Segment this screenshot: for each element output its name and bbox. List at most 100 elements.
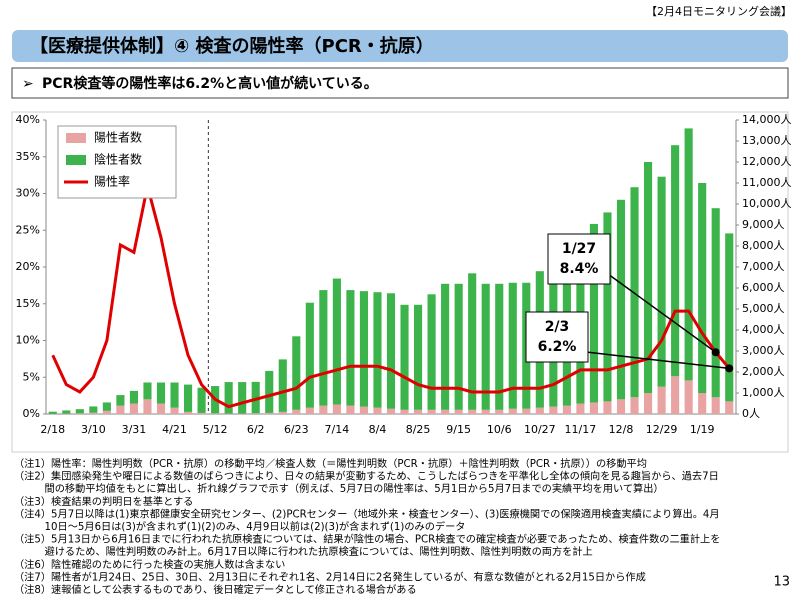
bar-negative <box>306 303 314 408</box>
bar-positive <box>644 393 652 414</box>
y-tick-label: 25% <box>16 223 40 236</box>
bar-negative <box>76 409 84 413</box>
bar-positive <box>536 408 544 414</box>
y2-tick-label: 5,000人 <box>742 302 785 315</box>
note-line: （注5）5月13日から6月16日までに行われた抗原検査については、結果が陰性の場… <box>14 533 720 546</box>
bar-negative <box>360 291 368 407</box>
y2-tick-label: 9,000人 <box>742 218 785 231</box>
bar-negative <box>198 388 206 413</box>
callout-dot <box>725 364 733 372</box>
bar-positive <box>455 410 463 414</box>
note-line: （注1）陽性率：陽性判明数（PCR・抗原）の移動平均／検査人数（＝陽性判明数（P… <box>14 457 647 470</box>
x-tick-label: 12/8 <box>609 423 634 436</box>
y-tick-label: 20% <box>16 260 40 273</box>
note-line: （注7）陽性者が1月24日、25日、30日、2月13日にそれぞれ1名、2月14日… <box>14 570 646 583</box>
bar-positive <box>725 401 733 414</box>
bar-positive <box>576 404 584 415</box>
bar-negative <box>143 383 151 400</box>
bar-negative <box>333 279 341 405</box>
y2-tick-label: 0人 <box>742 407 760 420</box>
y-tick-label: 30% <box>16 187 40 200</box>
bar-negative <box>103 402 111 410</box>
bar-positive <box>198 413 206 414</box>
callout-value: 6.2% <box>538 339 577 355</box>
bar-positive <box>279 412 287 414</box>
bar-positive <box>495 410 503 414</box>
callout-date: 1/27 <box>562 241 596 257</box>
x-tick-label: 9/15 <box>446 423 471 436</box>
bar-positive <box>265 413 273 414</box>
bar-positive <box>116 406 124 414</box>
bar-negative <box>428 294 436 410</box>
bar-negative <box>400 305 408 410</box>
bar-positive <box>89 413 97 414</box>
bar-negative <box>89 406 97 412</box>
bar-positive <box>712 397 720 414</box>
bar-negative <box>116 395 124 406</box>
bar-negative <box>170 383 178 408</box>
x-tick-label: 8/4 <box>369 423 387 436</box>
bar-negative <box>658 177 666 387</box>
bar-positive <box>522 409 530 414</box>
y-tick-label: 35% <box>16 150 40 163</box>
bar-positive <box>441 410 449 414</box>
bar-positive <box>76 413 84 414</box>
x-tick-label: 6/2 <box>247 423 265 436</box>
bar-positive <box>103 411 111 414</box>
bar-positive <box>685 380 693 414</box>
bar-positive <box>387 409 395 414</box>
note-line: （注8）速報値として公表するものであり、後日確定データとして修正される場合がある <box>14 583 417 596</box>
y2-tick-label: 7,000人 <box>742 260 785 273</box>
note-line: （注4）5月7日以降は(1)東京都健康安全研究センター、(2)PCRセンター（地… <box>14 507 720 520</box>
y2-tick-label: 11,000人 <box>742 176 792 189</box>
bar-negative <box>157 383 165 404</box>
bar-negative <box>698 183 706 393</box>
x-tick-label: 11/17 <box>565 423 597 436</box>
y2-tick-label: 12,000人 <box>742 155 792 168</box>
bar-negative <box>414 305 422 410</box>
legend-label: 陰性者数 <box>94 152 142 167</box>
page-number: 13 <box>773 575 790 590</box>
bar-negative <box>238 382 246 414</box>
meeting-label: 【2月4日モニタリング会議】 <box>646 4 792 18</box>
bar-negative <box>292 336 300 410</box>
note-line: 10日～5月6日は(3)が含まれず(1)(2)のみ、4月9日以前は(2)(3)が… <box>14 520 465 533</box>
bar-negative <box>62 410 70 413</box>
bar-positive <box>414 410 422 414</box>
legend-swatch <box>66 133 86 143</box>
note-line: （注3）検査結果の判明日を基準とする <box>14 495 193 508</box>
subtitle: PCR検査等の陽性率は6.2%と高い値が続いている。 <box>42 75 378 92</box>
y2-tick-label: 2,000人 <box>742 365 785 378</box>
callout-dot <box>712 348 720 356</box>
bar-positive <box>603 401 611 414</box>
note-line: （注6）陰性確認のために行った検査の実施人数は含まない <box>14 558 285 571</box>
y-tick-label: 40% <box>16 113 40 126</box>
note-line: 間の移動平均値をもとに算出し、折れ線グラフで示す（例えば、5月7日の陽性率は、5… <box>14 482 664 495</box>
bar-positive <box>211 413 219 414</box>
bar-negative <box>617 200 625 399</box>
bar-positive <box>157 404 165 415</box>
bar-negative <box>671 145 679 376</box>
bar-positive <box>630 397 638 414</box>
bullet: ➢ <box>22 76 34 92</box>
bar-positive <box>400 410 408 414</box>
bar-positive <box>319 406 327 414</box>
x-tick-label: 2/18 <box>40 423 65 436</box>
y2-tick-label: 6,000人 <box>742 281 785 294</box>
bar-negative <box>725 233 733 401</box>
y-tick-label: 15% <box>16 297 40 310</box>
legend-label: 陽性率 <box>94 174 130 189</box>
y-tick-label: 0% <box>23 407 40 420</box>
bar-positive <box>252 413 260 414</box>
legend-swatch <box>66 155 86 165</box>
x-tick-label: 12/29 <box>646 423 678 436</box>
bar-negative <box>130 391 138 404</box>
x-tick-label: 10/6 <box>487 423 512 436</box>
bar-positive <box>346 406 354 414</box>
bar-negative <box>184 385 192 412</box>
y2-tick-label: 14,000人 <box>742 113 792 126</box>
bar-positive <box>428 410 436 414</box>
bar-positive <box>658 387 666 414</box>
legend-label: 陽性者数 <box>94 130 142 145</box>
